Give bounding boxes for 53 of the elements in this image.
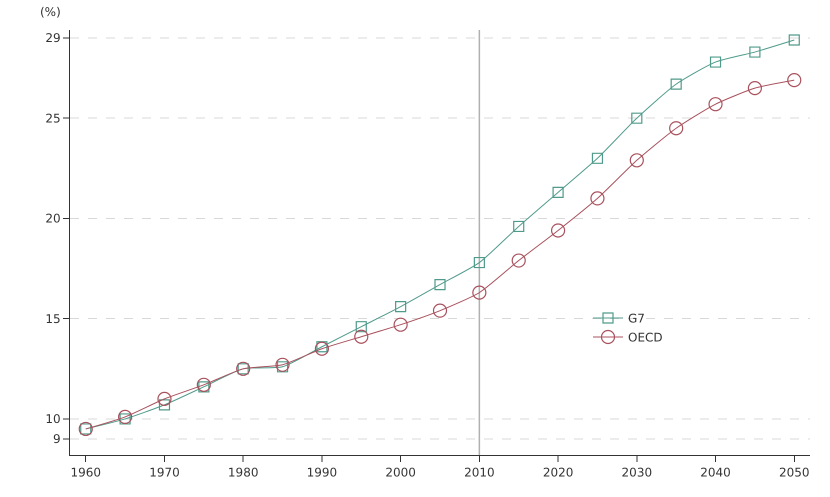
point bbox=[513, 220, 524, 232]
point bbox=[512, 253, 526, 268]
point bbox=[472, 286, 486, 300]
point bbox=[395, 301, 406, 312]
point bbox=[787, 73, 802, 88]
y-tick-label: 20 bbox=[45, 212, 61, 226]
point bbox=[314, 342, 330, 356]
x-tick-label: 1980 bbox=[228, 465, 258, 480]
point bbox=[708, 97, 723, 112]
point bbox=[354, 330, 368, 344]
point bbox=[550, 223, 566, 238]
point bbox=[120, 413, 131, 425]
x-tick-label: 2010 bbox=[464, 465, 495, 480]
point bbox=[710, 56, 722, 68]
point bbox=[196, 378, 211, 392]
y-tick-label: 10 bbox=[45, 412, 61, 426]
y-tick-label: 9 bbox=[52, 432, 61, 446]
legend-label: G7 bbox=[628, 312, 645, 326]
x-tick-label: 2030 bbox=[622, 465, 652, 480]
point bbox=[316, 341, 328, 352]
y-axis-title: (%) bbox=[40, 5, 61, 19]
point bbox=[749, 46, 760, 58]
point bbox=[474, 256, 485, 268]
point bbox=[590, 191, 605, 206]
point bbox=[670, 78, 682, 90]
point bbox=[157, 392, 172, 406]
x-tick-label: 2050 bbox=[778, 465, 810, 480]
point bbox=[434, 279, 446, 290]
x-tick-label: 1970 bbox=[149, 465, 180, 480]
point bbox=[631, 112, 642, 124]
point bbox=[158, 399, 170, 410]
point bbox=[788, 34, 800, 46]
x-tick-label: 2040 bbox=[700, 465, 731, 480]
point bbox=[748, 81, 762, 96]
point bbox=[118, 410, 132, 424]
x-tick-label: 1960 bbox=[70, 465, 102, 480]
point bbox=[669, 121, 684, 136]
x-tick-label: 2000 bbox=[385, 465, 416, 480]
point bbox=[356, 321, 367, 332]
point bbox=[592, 152, 604, 164]
point bbox=[198, 381, 210, 392]
point bbox=[432, 304, 448, 318]
y-tick-label: 15 bbox=[45, 312, 61, 326]
point bbox=[275, 358, 290, 372]
point bbox=[630, 153, 644, 168]
y-tick-label: 29 bbox=[45, 31, 61, 46]
point bbox=[276, 361, 288, 372]
legend-label: OECD bbox=[628, 330, 663, 345]
x-tick-label: 1990 bbox=[306, 465, 338, 480]
y-tick-label: 25 bbox=[45, 111, 61, 126]
point bbox=[394, 318, 408, 332]
point bbox=[552, 186, 564, 198]
x-tick-label: 2020 bbox=[542, 465, 574, 480]
